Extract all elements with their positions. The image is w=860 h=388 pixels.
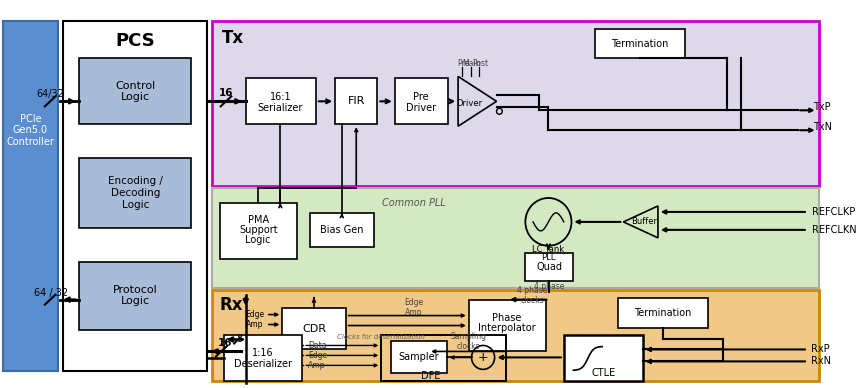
Text: 16: 16 [218,338,232,348]
Text: 64 / 32: 64 / 32 [34,288,68,298]
Text: Serializer: Serializer [258,103,303,113]
Text: CTLE: CTLE [591,368,615,378]
Bar [79,59,191,124]
Text: Data: Data [308,341,327,350]
Bar [594,29,685,59]
Text: 16: 16 [219,88,234,99]
Text: Phase: Phase [493,313,522,322]
Text: DFE: DFE [421,371,441,381]
Text: PCS: PCS [115,31,155,50]
Text: Tx: Tx [222,29,244,47]
Text: Clocks for deserialization: Clocks for deserialization [337,334,425,341]
Text: 1:16: 1:16 [252,348,273,359]
Text: Driver: Driver [406,103,436,113]
Text: Interpolator: Interpolator [478,322,536,333]
Bar [79,262,191,329]
Text: Control
Logic: Control Logic [115,81,156,102]
Bar [310,213,373,247]
Text: REFCLKP: REFCLKP [812,207,855,217]
Text: TxP: TxP [813,102,830,112]
Text: Bias Gen: Bias Gen [320,225,364,235]
Text: Driver: Driver [457,99,482,108]
Bar [525,253,574,281]
Text: Pre: Pre [457,59,469,68]
Text: Main: Main [463,59,481,68]
Bar [63,21,207,371]
Text: Quad: Quad [537,262,562,272]
Bar [212,188,820,288]
Text: 64/32: 64/32 [37,89,64,99]
Text: RxN: RxN [811,357,831,366]
Text: 16:1: 16:1 [269,92,292,102]
Text: Common PLL: Common PLL [382,198,445,208]
Text: LC Tank: LC Tank [532,245,564,254]
Text: Buffer: Buffer [631,217,658,227]
Text: PCIe
Gen5.0
Controller: PCIe Gen5.0 Controller [7,114,54,147]
Text: PLL: PLL [541,253,556,262]
Bar [381,336,507,381]
Bar [246,78,316,124]
Text: Termination: Termination [634,308,691,317]
Text: 4 phase
clocks: 4 phase clocks [517,286,547,305]
Text: 8: 8 [236,334,242,345]
Bar [3,21,58,371]
Text: 4 phase: 4 phase [534,282,564,291]
Text: Deserializer: Deserializer [234,359,292,369]
Text: Encoding /
Decoding
Logic: Encoding / Decoding Logic [108,177,163,210]
Bar [617,298,708,327]
Text: Support: Support [239,225,278,235]
Bar [212,290,820,381]
Text: Protocol
Logic: Protocol Logic [113,285,157,307]
Text: Post: Post [472,59,488,68]
Bar [212,21,820,186]
Text: Edge
Amp: Edge Amp [404,298,423,317]
Text: CDR: CDR [302,324,326,334]
Text: FIR: FIR [347,96,365,106]
Bar [224,336,303,381]
Text: Edge: Edge [246,310,265,319]
Text: Edge: Edge [308,351,328,360]
Text: Logic: Logic [245,235,271,245]
Text: Sampling
clocks: Sampling clocks [451,332,487,351]
Bar [395,78,447,124]
Text: Sampler: Sampler [398,352,439,362]
Text: PMA: PMA [248,215,269,225]
Text: TxN: TxN [813,122,832,132]
Text: Amp: Amp [308,361,326,370]
Bar [282,308,346,350]
Text: Amp: Amp [246,320,263,329]
Bar [564,336,642,381]
Bar [335,78,378,124]
Bar [390,341,446,373]
Text: RxP: RxP [811,345,829,355]
Bar [79,158,191,228]
Bar [220,203,297,259]
Text: Rx: Rx [219,296,243,314]
Text: +: + [478,351,488,364]
Bar [469,300,545,352]
Text: Pre: Pre [413,92,428,102]
Text: REFCLKN: REFCLKN [812,225,857,235]
Text: Termination: Termination [611,38,668,48]
